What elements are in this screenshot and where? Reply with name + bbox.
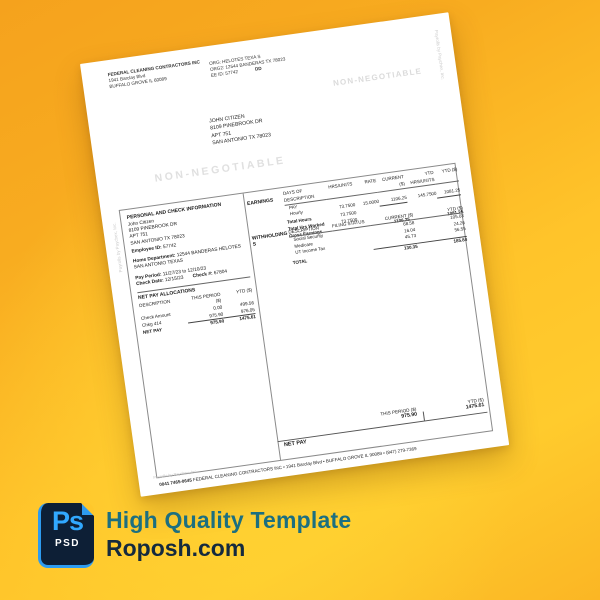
net-pay-cell-divider: [422, 411, 424, 421]
branding-title: High Quality Template: [106, 507, 352, 533]
paystub-detail-box: PERSONAL AND CHECK INFORMATION John Citi…: [118, 162, 494, 479]
payee-address-block: JOHN CITIZEN 8109 PINEBROOK DR APT 751 S…: [209, 110, 272, 147]
net-pay-label: NET PAY: [283, 439, 308, 449]
non-negotiable-watermark-top: NON-NEGOTIABLE: [332, 66, 423, 88]
branding-website: Roposh.com: [106, 534, 246, 561]
earnings-section-label: EARNINGS: [246, 197, 274, 208]
branding-text-block: High Quality Template Roposh.com: [106, 507, 351, 562]
net-pay-summary-row: THIS PERIOD ($) 975.90 YTD ($) 1475.61 N…: [275, 395, 490, 458]
earnings-withholdings-panel: EARNINGS DAYS OF DESCRIPTION HRS/UNITS R…: [243, 164, 492, 460]
net-pay-ytd-value: 1475.61: [465, 402, 485, 411]
employee-id-value: 57742: [162, 243, 177, 251]
non-negotiable-watermark-middle: NON-NEGOTIABLE: [153, 154, 287, 185]
footer-code: 0041 7465-0645: [158, 477, 193, 488]
psd-format-label: PSD: [54, 538, 81, 549]
check-date-value: 12/15/23: [164, 275, 184, 284]
net-pay-this-period-cell: THIS PERIOD ($) 975.90: [380, 407, 417, 423]
personal-info-panel: PERSONAL AND CHECK INFORMATION John Citi…: [120, 194, 261, 338]
dd-flag: DD: [254, 66, 263, 73]
employer-address-block: FEDERAL CLEANING CONTRACTORS INC 1941 Ba…: [107, 59, 202, 90]
net-pay-ytd-cell: YTD ($) 1475.61: [465, 397, 485, 411]
org-info-block: ORG: HELOTES TEXA S ORG2: 12544 BANDERAS…: [209, 50, 287, 79]
photoshop-file-icon: Ps PSD: [38, 503, 94, 568]
ps-icon-text: Ps: [51, 506, 84, 536]
side-watermark-right: Payrolls by Paychex, Inc.: [433, 29, 446, 81]
paystub-document: Payrolls by Paychex, Inc. Payrolls by Pa…: [80, 12, 510, 497]
withholdings-section-label: WITHHOLDINGS: [251, 230, 288, 248]
check-number-value: 67804: [213, 269, 228, 277]
